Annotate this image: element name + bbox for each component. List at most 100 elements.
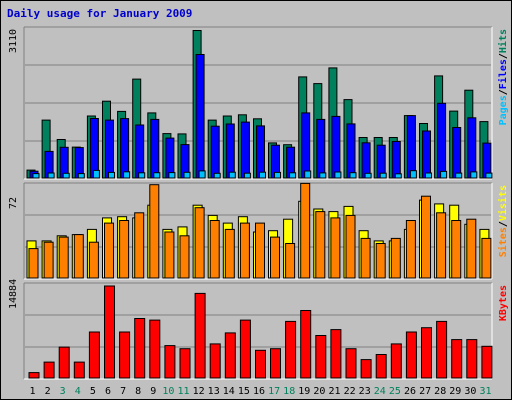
sites-bar <box>315 211 326 279</box>
kbytes-bar <box>239 319 251 379</box>
x-tick-label: 23 <box>359 386 371 397</box>
sites-bar <box>360 237 371 279</box>
hits-legend: Hits <box>497 29 509 53</box>
x-tick-label: 15 <box>238 386 250 397</box>
x-tick-label: 20 <box>313 386 325 397</box>
visits-legend: Visits <box>497 185 509 221</box>
kbytes-bar <box>194 292 206 379</box>
sites-bar <box>73 234 84 279</box>
pages-bar <box>455 172 463 179</box>
files-bar <box>452 127 462 179</box>
pages-bar <box>108 171 115 179</box>
files-bar <box>210 125 220 179</box>
kbytes-bar <box>436 320 448 379</box>
pages-bar <box>319 172 327 179</box>
x-tick-label: 11 <box>177 386 189 397</box>
x-tick-label: 22 <box>344 386 356 397</box>
files-legend: Files <box>497 59 509 89</box>
x-tick-label: 17 <box>268 386 280 397</box>
kbytes-bar <box>270 348 281 379</box>
files-bar <box>225 123 235 179</box>
pages-legend: Pages <box>498 95 509 125</box>
files-bar <box>422 130 431 179</box>
sites-bar <box>43 241 54 279</box>
x-tick-label: 1 <box>29 386 35 397</box>
x-tick-label: 2 <box>45 386 51 397</box>
pages-bar <box>470 171 478 179</box>
kbytes-bar <box>315 335 327 379</box>
pages-bar <box>485 172 493 179</box>
kbytes-bar <box>134 318 146 379</box>
x-tick-label: 6 <box>105 386 111 397</box>
pages-bar <box>304 170 312 179</box>
x-tick-label: 25 <box>389 386 401 397</box>
x-tick-label: 16 <box>253 386 265 397</box>
x-tick-label: 3 <box>60 386 66 397</box>
x-tick-label: 24 <box>374 386 386 397</box>
pages-bar <box>92 169 100 179</box>
sites-bar <box>194 207 205 279</box>
sites-bar <box>405 220 416 279</box>
files-bar <box>391 141 401 179</box>
files-bar <box>331 115 341 179</box>
files-bar <box>89 118 99 179</box>
slash-legend: / <box>498 53 509 59</box>
files-bar <box>301 112 311 179</box>
pages-bar <box>228 171 236 179</box>
kbytes-bar <box>164 345 176 379</box>
kbytes-bar <box>28 372 40 379</box>
sites-bar <box>300 182 311 279</box>
kbytes-bar <box>345 348 357 379</box>
x-tick-label: 13 <box>208 386 220 397</box>
sites-bar <box>421 195 431 279</box>
pages-bar <box>379 172 387 179</box>
files-bar <box>361 142 371 179</box>
sites-bar <box>255 222 265 279</box>
x-tick-label: 12 <box>193 386 205 397</box>
y-max-label: 3110 <box>8 29 19 53</box>
kbytes-bar <box>405 331 417 379</box>
legend: Pages/Files/Hits <box>497 29 509 125</box>
sites-bar <box>345 214 356 279</box>
sites-bar <box>224 228 235 279</box>
kbytes-bar <box>43 361 55 379</box>
legend: Sites/Visits <box>497 185 509 257</box>
x-tick-label: 9 <box>150 386 156 397</box>
y-max-label: 72 <box>8 197 19 209</box>
sites-bar <box>330 217 341 279</box>
files-bar <box>105 119 114 179</box>
pages-bar <box>274 171 281 179</box>
sites-bar <box>466 218 477 279</box>
sites-bar <box>436 212 447 279</box>
pages-bar <box>349 172 357 179</box>
pages-bar <box>334 171 342 179</box>
x-tick-label: 26 <box>404 386 416 397</box>
x-tick-label: 7 <box>120 386 126 397</box>
chart-title: Daily usage for January 2009 <box>7 7 193 20</box>
kbytes-bar <box>119 331 131 379</box>
pages-bar <box>364 172 372 179</box>
kbytes-bar <box>179 348 191 379</box>
sites-bar <box>88 241 99 279</box>
sites-bar <box>481 237 492 279</box>
kbytes-bar <box>58 346 70 379</box>
files-bar <box>406 115 416 179</box>
kbytes-bar <box>375 354 387 379</box>
pages-bar <box>62 172 70 179</box>
sites-legend: Sites <box>497 227 509 257</box>
kbytes-bar <box>209 343 221 379</box>
pages-bar <box>440 170 448 179</box>
kbytes-bar <box>149 319 161 379</box>
sites-bar <box>134 212 145 279</box>
x-tick-label: 18 <box>283 386 295 397</box>
sites-bar <box>270 236 280 279</box>
x-tick-label: 14 <box>223 386 235 397</box>
x-tick-label: 30 <box>464 386 476 397</box>
sites-bar <box>119 220 130 279</box>
sites-bar <box>239 222 250 279</box>
pages-bar <box>409 170 417 179</box>
pages-bar <box>77 173 85 179</box>
pages-bar <box>289 172 297 179</box>
sites-bar <box>285 243 296 279</box>
